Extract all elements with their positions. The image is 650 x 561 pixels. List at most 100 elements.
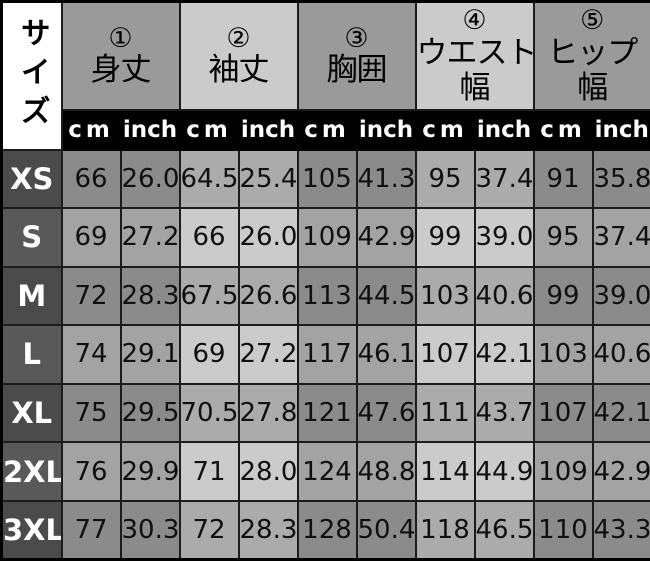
value-cell-M-col4-inch: 40.6 bbox=[473, 265, 535, 327]
size-label-S: S bbox=[0, 207, 63, 268]
value-cell-XL-col4-inch: 43.7 bbox=[473, 382, 535, 444]
circled-number-icon: ⑤ bbox=[580, 5, 605, 37]
table-row-S: S 69 27.2 66 26.0 109 42.9 99 39.0 95 37.4 bbox=[0, 207, 650, 268]
size-table-body: XS 66 26.0 64.5 25.4 105 41.3 95 37.4 91 35.8 S 69 27… bbox=[0, 148, 650, 561]
column-header-3: ③ 胸囲 bbox=[296, 0, 417, 111]
value-cell-S-col3-inch: 42.9 bbox=[355, 207, 417, 268]
value-cell-M-col5-inch: 39.0 bbox=[591, 265, 650, 327]
value-cell-L-col2-cm: 69 bbox=[178, 324, 240, 385]
value-cell-XL-col3-inch: 47.6 bbox=[355, 382, 417, 444]
column-header-label: ヒップ bbox=[547, 34, 638, 71]
value-cell-XS-col2-cm: 64.5 bbox=[178, 148, 240, 210]
value-cell-L-col1-inch: 29.1 bbox=[119, 324, 181, 385]
column-header-label: 幅 bbox=[459, 69, 491, 106]
value-cell-2XL-col5-inch: 42.9 bbox=[591, 441, 650, 502]
column-header-2: ② 袖丈 bbox=[178, 0, 299, 111]
value-cell-S-col4-inch: 39.0 bbox=[473, 207, 535, 268]
value-cell-3XL-col5-inch: 43.3 bbox=[591, 499, 650, 561]
value-cell-S-col1-cm: 69 bbox=[60, 207, 122, 268]
value-cell-M-col2-cm: 67.5 bbox=[178, 265, 240, 327]
value-cell-2XL-col3-inch: 48.8 bbox=[355, 441, 417, 502]
value-cell-XS-col5-inch: 35.8 bbox=[591, 148, 650, 210]
size-label-M: M bbox=[0, 265, 63, 327]
group-header-row: サイズ ① 身丈 ② 袖丈 ③ 胸囲 ④ ウエスト幅 ⑤ ヒップ幅 bbox=[0, 0, 650, 151]
value-cell-3XL-col1-inch: 30.3 bbox=[119, 499, 181, 561]
value-cell-XL-col1-cm: 75 bbox=[60, 382, 122, 444]
circled-number-icon: ③ bbox=[344, 22, 369, 54]
value-cell-M-col1-cm: 72 bbox=[60, 265, 122, 327]
column-header-4: ④ ウエスト幅 bbox=[414, 0, 535, 111]
value-cell-3XL-col2-inch: 28.3 bbox=[237, 499, 299, 561]
unit-header-cm: cm bbox=[60, 108, 122, 151]
size-label-XS: XS bbox=[0, 148, 63, 210]
value-cell-3XL-col2-cm: 72 bbox=[178, 499, 240, 561]
value-cell-M-col4-cm: 103 bbox=[414, 265, 476, 327]
unit-header-cm: cm bbox=[296, 108, 358, 151]
unit-header-cm: cm bbox=[178, 108, 240, 151]
value-cell-XS-col5-cm: 91 bbox=[532, 148, 594, 210]
value-cell-3XL-col3-inch: 50.4 bbox=[355, 499, 417, 561]
unit-header-inch: inch bbox=[591, 108, 650, 151]
column-header-5: ⑤ ヒップ幅 bbox=[532, 0, 650, 111]
circled-number-icon: ④ bbox=[462, 5, 487, 37]
value-cell-XL-col2-inch: 27.8 bbox=[237, 382, 299, 444]
value-cell-XS-col3-inch: 41.3 bbox=[355, 148, 417, 210]
table-row-M: M 72 28.3 67.5 26.6 113 44.5 103 40.6 99 39.0 bbox=[0, 265, 650, 327]
value-cell-2XL-col2-cm: 71 bbox=[178, 441, 240, 502]
value-cell-S-col2-cm: 66 bbox=[178, 207, 240, 268]
value-cell-XS-col1-cm: 66 bbox=[60, 148, 122, 210]
value-cell-3XL-col1-cm: 77 bbox=[60, 499, 122, 561]
value-cell-2XL-col3-cm: 124 bbox=[296, 441, 358, 502]
table-row-L: L 74 29.1 69 27.2 117 46.1 107 42.1 103 40.6 bbox=[0, 324, 650, 385]
corner-size-header: サイズ bbox=[0, 0, 63, 151]
value-cell-S-col2-inch: 26.0 bbox=[237, 207, 299, 268]
value-cell-M-col1-inch: 28.3 bbox=[119, 265, 181, 327]
value-cell-XS-col4-cm: 95 bbox=[414, 148, 476, 210]
value-cell-L-col4-cm: 107 bbox=[414, 324, 476, 385]
value-cell-L-col3-cm: 117 bbox=[296, 324, 358, 385]
table-row-2XL: 2XL 76 29.9 71 28.0 124 48.8 114 44.9 109 42.9 bbox=[0, 441, 650, 502]
column-header-label: 胸囲 bbox=[326, 52, 388, 89]
value-cell-L-col1-cm: 74 bbox=[60, 324, 122, 385]
column-header-label: 身丈 bbox=[90, 52, 152, 89]
value-cell-2XL-col2-inch: 28.0 bbox=[237, 441, 299, 502]
column-header-label: ウエスト bbox=[416, 34, 534, 71]
unit-header-row: cm inch cm inch cm inch cm inch cm inch bbox=[2, 108, 650, 151]
value-cell-2XL-col4-inch: 44.9 bbox=[473, 441, 535, 502]
value-cell-XS-col4-inch: 37.4 bbox=[473, 148, 535, 210]
circled-number-icon: ② bbox=[226, 22, 251, 54]
value-cell-S-col4-cm: 99 bbox=[414, 207, 476, 268]
value-cell-2XL-col4-cm: 114 bbox=[414, 441, 476, 502]
value-cell-3XL-col3-cm: 128 bbox=[296, 499, 358, 561]
corner-size-label: サイズ bbox=[14, 17, 50, 135]
unit-header-inch: inch bbox=[119, 108, 181, 151]
size-label-XL: XL bbox=[0, 382, 63, 444]
unit-header-cm: cm bbox=[532, 108, 594, 151]
value-cell-L-col2-inch: 27.2 bbox=[237, 324, 299, 385]
table-row-XS: XS 66 26.0 64.5 25.4 105 41.3 95 37.4 91 35.8 bbox=[0, 148, 650, 210]
size-label-L: L bbox=[0, 324, 63, 385]
circled-number-icon: ① bbox=[108, 22, 133, 54]
value-cell-M-col2-inch: 26.6 bbox=[237, 265, 299, 327]
value-cell-XL-col5-inch: 42.1 bbox=[591, 382, 650, 444]
value-cell-L-col5-cm: 103 bbox=[532, 324, 594, 385]
value-cell-S-col5-inch: 37.4 bbox=[591, 207, 650, 268]
value-cell-XS-col1-inch: 26.0 bbox=[119, 148, 181, 210]
column-header-label: 袖丈 bbox=[208, 52, 270, 89]
unit-header-inch: inch bbox=[473, 108, 535, 151]
value-cell-XL-col5-cm: 107 bbox=[532, 382, 594, 444]
size-label-3XL: 3XL bbox=[0, 499, 63, 561]
value-cell-XS-col2-inch: 25.4 bbox=[237, 148, 299, 210]
value-cell-S-col3-cm: 109 bbox=[296, 207, 358, 268]
unit-header-cm: cm bbox=[414, 108, 476, 151]
value-cell-XS-col3-cm: 105 bbox=[296, 148, 358, 210]
value-cell-S-col1-inch: 27.2 bbox=[119, 207, 181, 268]
value-cell-2XL-col5-cm: 109 bbox=[532, 441, 594, 502]
value-cell-3XL-col5-cm: 110 bbox=[532, 499, 594, 561]
value-cell-S-col5-cm: 95 bbox=[532, 207, 594, 268]
value-cell-2XL-col1-inch: 29.9 bbox=[119, 441, 181, 502]
column-header-label: 幅 bbox=[577, 69, 608, 106]
value-cell-3XL-col4-inch: 46.5 bbox=[473, 499, 535, 561]
